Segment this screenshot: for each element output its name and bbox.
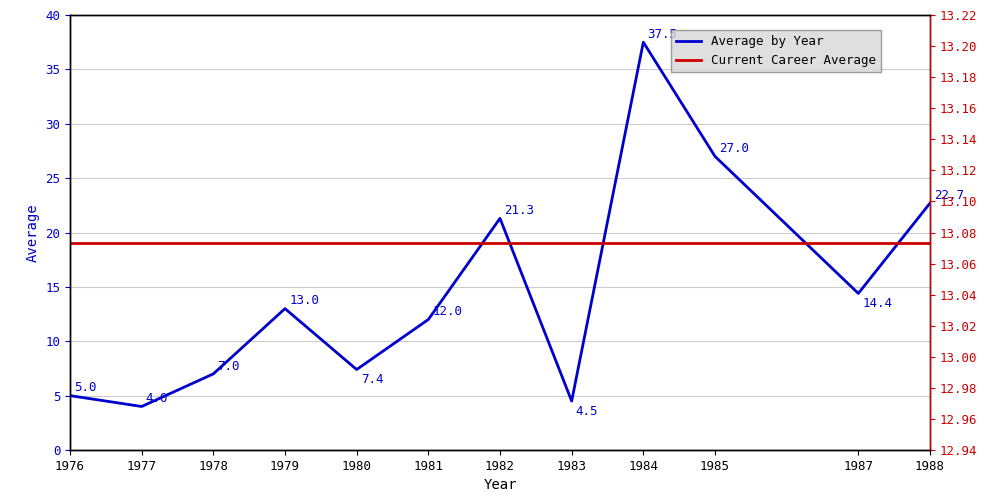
Text: 14.4: 14.4: [863, 298, 893, 310]
Text: 21.3: 21.3: [504, 204, 534, 217]
Average by Year: [494, 216, 506, 222]
Average by Year: [207, 371, 219, 377]
Text: 13.0: 13.0: [289, 294, 319, 308]
Average by Year: [136, 404, 148, 409]
Text: 7.4: 7.4: [361, 374, 383, 386]
Text: 12.0: 12.0: [433, 306, 463, 318]
Text: 4.0: 4.0: [146, 392, 168, 406]
Average by Year: [924, 200, 936, 206]
X-axis label: Year: Year: [483, 478, 517, 492]
Average by Year: [709, 154, 721, 160]
Average by Year: [852, 290, 864, 296]
Text: 37.5: 37.5: [648, 28, 678, 41]
Y-axis label: Average: Average: [26, 203, 40, 262]
Text: 27.0: 27.0: [719, 142, 749, 155]
Text: 22.7: 22.7: [934, 189, 964, 202]
Average by Year: [422, 316, 434, 322]
Average by Year: [566, 398, 578, 404]
Average by Year: [279, 306, 291, 312]
Line: Average by Year: Average by Year: [70, 42, 930, 406]
Text: 7.0: 7.0: [218, 360, 240, 372]
Legend: Average by Year, Current Career Average: Average by Year, Current Career Average: [671, 30, 881, 72]
Average by Year: [637, 39, 649, 45]
Average by Year: [351, 366, 363, 372]
Text: 4.5: 4.5: [576, 405, 598, 418]
Average by Year: [64, 392, 76, 398]
Text: 5.0: 5.0: [74, 382, 97, 394]
